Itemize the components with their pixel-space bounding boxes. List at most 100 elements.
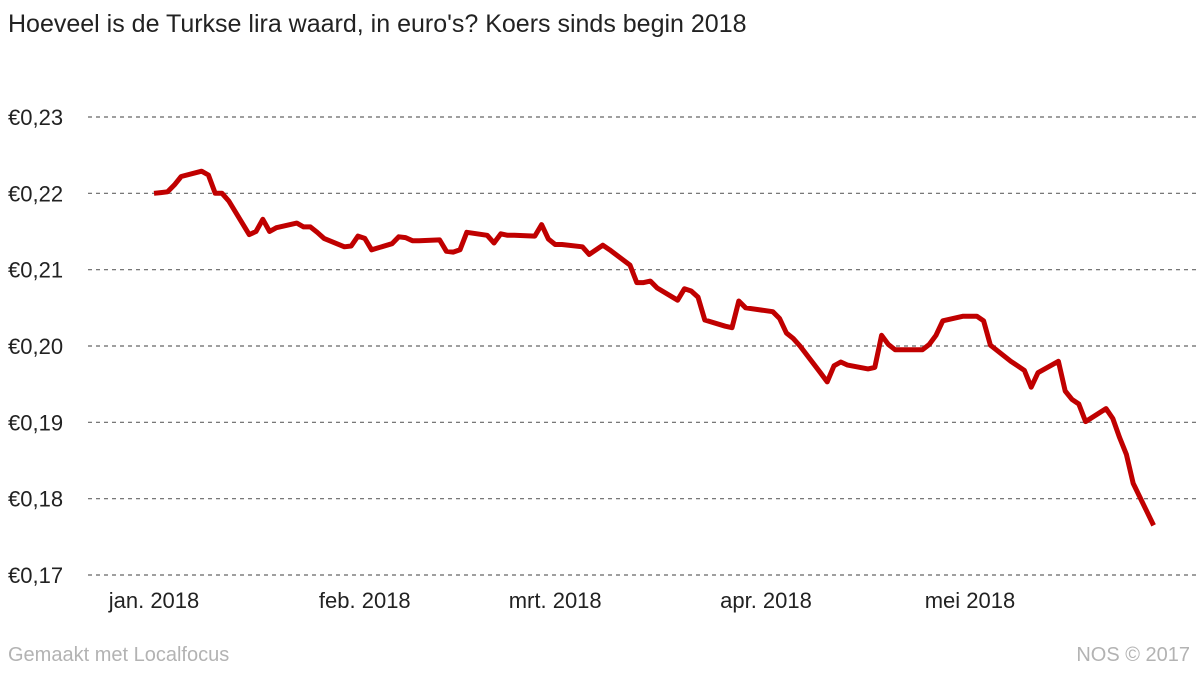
data-point (437, 237, 442, 242)
data-point (294, 221, 299, 226)
data-point (220, 191, 225, 196)
data-point (580, 244, 585, 249)
data-point (866, 366, 871, 371)
data-point (777, 316, 782, 321)
data-point (546, 237, 551, 242)
data-point (594, 247, 599, 252)
footer-credit: Gemaakt met Localfocus (8, 644, 230, 666)
data-point (1036, 370, 1041, 375)
data-point (539, 222, 544, 227)
data-point (152, 191, 157, 196)
data-point (600, 243, 605, 248)
data-point (770, 309, 775, 314)
data-point (1083, 419, 1088, 424)
data-point (1117, 435, 1122, 440)
data-point (260, 217, 265, 222)
data-point (641, 280, 646, 285)
data-point (1151, 523, 1156, 528)
data-point (825, 379, 830, 384)
data-point (940, 318, 945, 323)
data-point (505, 233, 510, 238)
data-point (723, 324, 728, 329)
data-point (458, 247, 463, 252)
x-tick-label: mrt. 2018 (509, 588, 602, 613)
data-point (274, 225, 279, 230)
data-point (1131, 481, 1136, 486)
data-point (961, 314, 966, 319)
data-point (634, 280, 639, 285)
series-line-lira-euro (153, 168, 1156, 527)
data-point (560, 242, 565, 247)
data-point (485, 233, 490, 238)
data-point (913, 347, 918, 352)
data-point (791, 336, 796, 341)
data-point (974, 314, 979, 319)
data-point (1124, 452, 1129, 457)
data-point (798, 344, 803, 349)
data-point (369, 247, 374, 252)
data-point (832, 363, 837, 368)
data-point (648, 279, 653, 284)
data-point (206, 173, 211, 178)
chart-title: Hoeveel is de Turkse lira waard, in euro… (8, 10, 747, 38)
footer-copyright: NOS © 2017 (1076, 644, 1190, 666)
data-point (675, 298, 680, 303)
x-tick-label: jan. 2018 (108, 588, 200, 613)
data-point (1076, 402, 1081, 407)
data-point (981, 318, 986, 323)
data-point (492, 241, 497, 246)
y-tick-label: €0,23 (8, 105, 63, 130)
data-point (444, 249, 449, 254)
data-point (743, 305, 748, 310)
data-point (893, 347, 898, 352)
y-tick-label: €0,19 (8, 410, 63, 435)
data-point (464, 230, 469, 235)
data-point (165, 189, 170, 194)
data-point (403, 235, 408, 240)
data-point (396, 234, 401, 239)
data-point (199, 169, 204, 174)
data-point (879, 333, 884, 338)
data-point (920, 347, 925, 352)
data-point (696, 295, 701, 300)
data-point (1063, 389, 1068, 394)
y-tick-label: €0,18 (8, 487, 63, 512)
data-point (308, 224, 313, 229)
data-point (1070, 397, 1075, 402)
y-tick-label: €0,22 (8, 181, 63, 206)
data-point (682, 286, 687, 291)
data-point (872, 365, 877, 370)
x-tick-label: mei 2018 (925, 588, 1016, 613)
data-point (322, 236, 327, 241)
gridlines (88, 116, 1196, 576)
data-point (702, 318, 707, 323)
data-point (968, 314, 973, 319)
data-point (315, 230, 320, 235)
data-point (845, 363, 850, 368)
data-point (213, 191, 218, 196)
data-point (247, 232, 252, 237)
data-point (254, 229, 259, 234)
data-point (838, 360, 843, 365)
y-axis-tick-labels: €0,23 €0,22 €0,21 €0,20 €0,19 €0,18 €0,17 (8, 105, 63, 588)
data-point (689, 289, 694, 294)
y-tick-label: €0,17 (8, 563, 63, 588)
data-point (730, 325, 735, 330)
x-axis-tick-labels: jan. 2018 feb. 2018 mrt. 2018 apr. 2018 mei … (108, 588, 1016, 613)
data-point (226, 199, 231, 204)
data-point (1104, 406, 1109, 411)
data-point (587, 252, 592, 257)
data-point (362, 236, 367, 241)
data-point (417, 238, 422, 243)
y-tick-label: €0,20 (8, 334, 63, 359)
data-point (784, 331, 789, 336)
data-point (342, 244, 347, 249)
data-point (886, 342, 891, 347)
data-point (301, 224, 306, 229)
data-point (628, 263, 633, 268)
data-point (179, 174, 184, 179)
data-point (736, 299, 741, 304)
data-point (1015, 363, 1020, 368)
data-point (1022, 368, 1027, 373)
